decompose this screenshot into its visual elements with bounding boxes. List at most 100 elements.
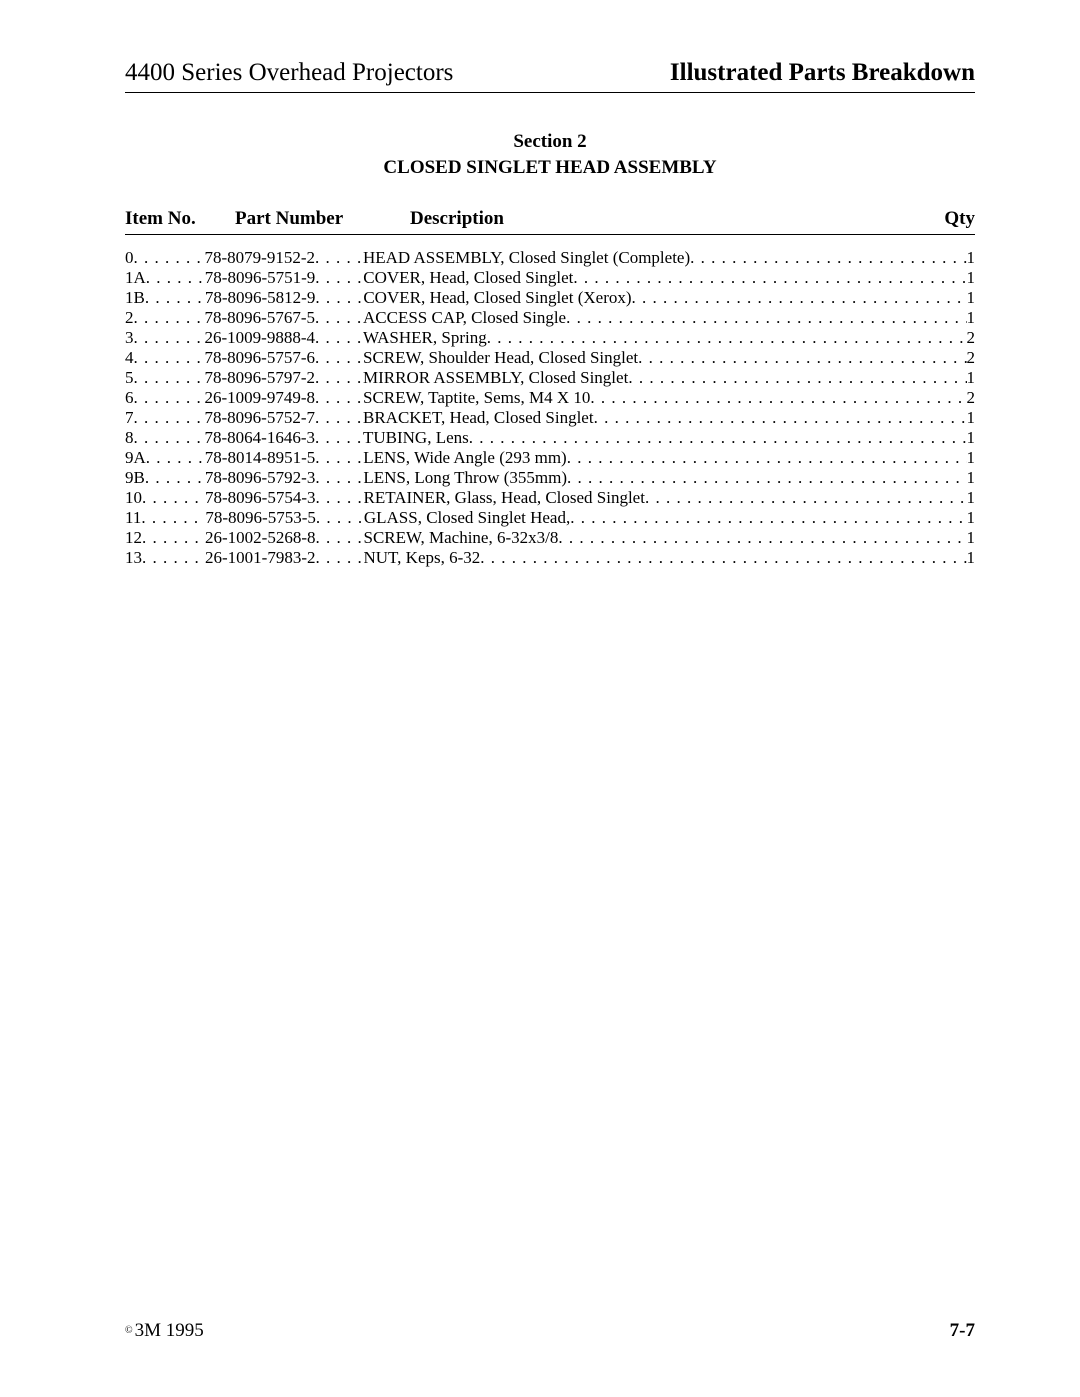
cell-item: 9B bbox=[125, 469, 145, 486]
part-row: 1326-1001-7983-2NUT, Keps, 6-321 bbox=[125, 549, 975, 566]
cell-item: 13 bbox=[125, 549, 142, 566]
leader-dots bbox=[315, 489, 363, 506]
part-row: 626-1009-9749-8SCREW, Taptite, Sems, M4 … bbox=[125, 389, 975, 406]
col-header-desc: Description bbox=[410, 208, 925, 230]
leader-dots bbox=[469, 429, 967, 446]
leader-dots bbox=[315, 469, 363, 486]
part-row: 1B78-8096-5812-9COVER, Head, Closed Sing… bbox=[125, 289, 975, 306]
cell-item: 1B bbox=[125, 289, 145, 306]
cell-qty: 1 bbox=[967, 249, 976, 266]
cell-part: 78-8096-5751-9 bbox=[205, 269, 315, 286]
cell-qty: 1 bbox=[967, 529, 976, 546]
leader-dots bbox=[134, 389, 205, 406]
cell-desc: TUBING, Lens bbox=[363, 429, 469, 446]
leader-dots bbox=[134, 329, 205, 346]
leader-dots bbox=[315, 369, 363, 386]
footer-left-text: 3M 1995 bbox=[135, 1320, 204, 1341]
cell-item: 5 bbox=[125, 369, 134, 386]
cell-desc: NUT, Keps, 6-32 bbox=[363, 549, 480, 566]
cell-qty: 1 bbox=[967, 289, 976, 306]
cell-part: 78-8096-5754-3 bbox=[205, 489, 315, 506]
cell-part: 78-8064-1646-3 bbox=[205, 429, 315, 446]
cell-part: 78-8096-5812-9 bbox=[205, 289, 315, 306]
leader-dots bbox=[134, 309, 205, 326]
leader-dots bbox=[145, 289, 205, 306]
copyright-icon: © bbox=[125, 1325, 133, 1336]
cell-desc: RETAINER, Glass, Head, Closed Singlet bbox=[363, 489, 644, 506]
leader-dots bbox=[570, 509, 966, 526]
cell-item: 8 bbox=[125, 429, 134, 446]
leader-dots bbox=[315, 409, 363, 426]
leader-dots bbox=[566, 309, 966, 326]
cell-item: 2 bbox=[125, 309, 134, 326]
leader-dots bbox=[567, 449, 967, 466]
leader-dots bbox=[480, 549, 966, 566]
leader-dots bbox=[315, 249, 363, 266]
cell-part: 78-8096-5792-3 bbox=[205, 469, 315, 486]
cell-item: 6 bbox=[125, 389, 134, 406]
header-right: Illustrated Parts Breakdown bbox=[670, 58, 975, 88]
cell-qty: 1 bbox=[967, 449, 976, 466]
cell-qty: 1 bbox=[967, 269, 976, 286]
part-row: 078-8079-9152-2HEAD ASSEMBLY, Closed Sin… bbox=[125, 249, 975, 266]
section-label: Section 2 bbox=[125, 129, 975, 155]
part-row: 2 78-8096-5767-5 ACCESS CAP, Closed Single… bbox=[125, 309, 975, 326]
page-footer: ©3M 1995 7-7 bbox=[125, 1320, 975, 1342]
part-row: 8 78-8064-1646-3 TUBING, Lens 1 bbox=[125, 429, 975, 446]
leader-dots bbox=[141, 509, 205, 526]
part-row: 12 26-1002-5268-8 SCREW, Machine, 6-32x3/8… bbox=[125, 529, 975, 546]
leader-dots bbox=[315, 349, 363, 366]
cell-desc: BRACKET, Head, Closed Singlet bbox=[363, 409, 594, 426]
leader-dots bbox=[146, 269, 205, 286]
leader-dots bbox=[487, 329, 967, 346]
cell-item: 9A bbox=[125, 449, 146, 466]
leader-dots bbox=[134, 429, 205, 446]
footer-left: ©3M 1995 bbox=[125, 1320, 204, 1342]
part-row: 11 78-8096-5753-5 GLASS, Closed Singlet He… bbox=[125, 509, 975, 526]
cell-desc: SCREW, Shoulder Head, Closed Singlet bbox=[363, 349, 638, 366]
leader-dots bbox=[316, 509, 364, 526]
cell-qty: 2 bbox=[967, 329, 976, 346]
leader-dots bbox=[142, 549, 205, 566]
cell-part: 78-8096-5753-5 bbox=[205, 509, 315, 526]
cell-qty: 1 bbox=[967, 369, 976, 386]
cell-item: 12 bbox=[125, 529, 142, 546]
cell-item: 3 bbox=[125, 329, 134, 346]
cell-part: 26-1009-9888-4 bbox=[205, 329, 315, 346]
leader-dots bbox=[594, 409, 967, 426]
section-heading: Section 2 CLOSED SINGLET HEAD ASSEMBLY bbox=[125, 129, 975, 180]
leader-dots bbox=[558, 529, 966, 546]
part-row: 7 78-8096-5752-7 BRACKET, Head, Closed Sin… bbox=[125, 409, 975, 426]
cell-part: 78-8096-5767-5 bbox=[205, 309, 315, 326]
cell-desc: LENS, Wide Angle (293 mm) bbox=[363, 449, 566, 466]
cell-desc: LENS, Long Throw (355mm) bbox=[363, 469, 567, 486]
cell-part: 78-8079-9152-2 bbox=[205, 249, 315, 266]
cell-qty: 2 bbox=[967, 389, 976, 406]
cell-part: 78-8096-5752-7 bbox=[205, 409, 315, 426]
cell-part: 78-8014-8951-5 bbox=[205, 449, 315, 466]
part-row: 1A78-8096-5751-9COVER, Head, Closed Sing… bbox=[125, 269, 975, 286]
cell-part: 26-1002-5268-8 bbox=[205, 529, 315, 546]
cell-item: 7 bbox=[125, 409, 134, 426]
leader-dots bbox=[146, 449, 205, 466]
cell-desc: ACCESS CAP, Closed Single bbox=[363, 309, 566, 326]
cell-qty: 1 bbox=[967, 489, 976, 506]
cell-item: 11 bbox=[125, 509, 141, 526]
part-row: 578-8096-5797-2MIRROR ASSEMBLY, Closed S… bbox=[125, 369, 975, 386]
leader-dots bbox=[315, 429, 363, 446]
leader-dots bbox=[315, 329, 363, 346]
leader-dots bbox=[315, 449, 363, 466]
col-header-item: Item No. bbox=[125, 208, 235, 230]
leader-dots bbox=[573, 269, 966, 286]
cell-part: 78-8096-5757-6 bbox=[205, 349, 315, 366]
cell-qty: 1 bbox=[967, 429, 976, 446]
cell-qty: 1 bbox=[967, 509, 976, 526]
leader-dots bbox=[690, 249, 966, 266]
col-header-qty: Qty bbox=[925, 208, 975, 230]
cell-item: 4 bbox=[125, 349, 134, 366]
header-left: 4400 Series Overhead Projectors bbox=[125, 58, 453, 88]
cell-desc: GLASS, Closed Singlet Head, bbox=[364, 509, 570, 526]
leader-dots bbox=[134, 249, 205, 266]
cell-desc: SCREW, Machine, 6-32x3/8 bbox=[363, 529, 558, 546]
leader-dots bbox=[315, 309, 363, 326]
